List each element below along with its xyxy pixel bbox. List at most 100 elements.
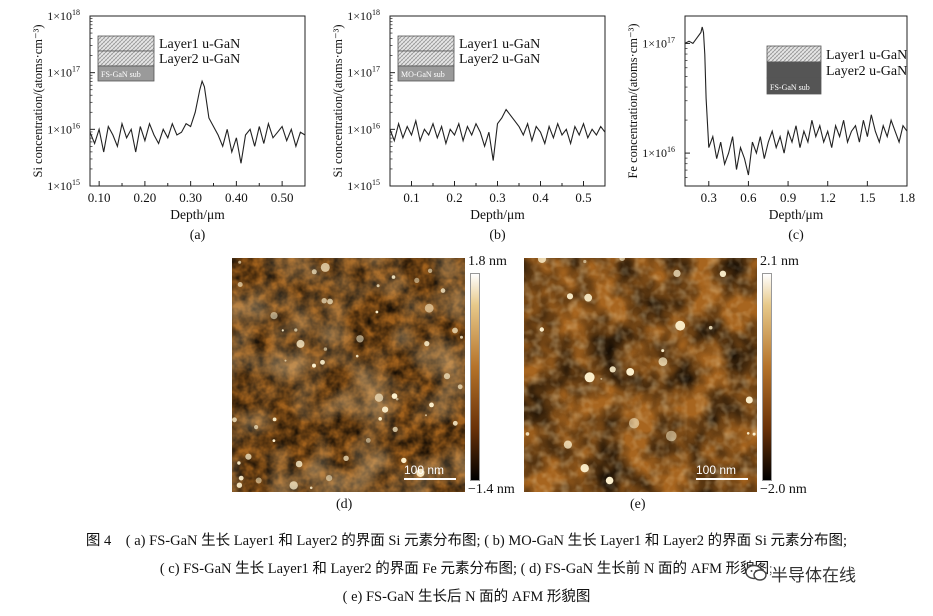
dots-d-spot <box>323 347 328 351</box>
chart-a-legend-swatch-0 <box>97 35 155 52</box>
wechat-icon <box>745 564 767 581</box>
dots-e-spot <box>673 269 681 277</box>
afm-bright-spots-d <box>232 260 463 490</box>
watermark: 半导体在线 <box>745 560 856 586</box>
dots-e-spot <box>609 366 616 373</box>
dots-d-spot <box>416 468 425 477</box>
chart-b-legend-label-0: Layer1 u-GaN <box>459 37 540 52</box>
afm-scalebar-d: 100 nm <box>404 463 456 480</box>
chart-c-xlabel: Depth/μm <box>769 207 824 222</box>
afm-scalebar-line-e <box>696 478 748 480</box>
dots-d-spot <box>232 417 237 423</box>
dots-d-spot <box>414 277 420 283</box>
chart-c-xtick-label-0: 0.3 <box>701 190 717 205</box>
dots-d-spot <box>238 475 244 481</box>
afm-scalebar-label-d: 100 nm <box>404 463 445 477</box>
dots-d-spot <box>237 282 243 287</box>
afm-scalebar-label-e: 100 nm <box>696 463 737 477</box>
chart-a-legend-label-2: FS-GaN sub <box>101 70 141 79</box>
dots-d-spot <box>395 397 399 401</box>
chart-a-xtick-label-2: 0.20 <box>134 190 157 205</box>
dots-d-spot <box>255 477 262 484</box>
chart-b-xtick-label-0: 0.1 <box>403 190 419 205</box>
afm-texture-d <box>232 258 465 492</box>
chart-a-legend-label-1: Layer2 u-GaN <box>159 52 240 67</box>
chart-c-legend-label-1: Layer2 u-GaN <box>826 64 907 79</box>
dots-d-spot <box>391 393 398 399</box>
chart-a-plot-frame <box>89 15 306 187</box>
chart-b-legend-swatch-2 <box>397 65 455 82</box>
dots-e-spot <box>580 464 589 473</box>
dots-e-spot <box>619 258 625 261</box>
caption-line-2: ( c) FS-GaN 生长 Layer1 和 Layer2 的界面 Fe 元素… <box>159 561 774 577</box>
colorbar-max-e: 2.1 nm <box>760 254 799 269</box>
dots-e-spot <box>583 259 587 264</box>
dots-d-spot <box>355 354 359 358</box>
dots-e-spot <box>752 432 756 436</box>
afm-scalebar-line-d <box>404 478 456 480</box>
dots-d-spot <box>296 339 305 348</box>
chart-a-ytick-label-3: 1×1015 <box>47 178 80 193</box>
dots-d-spot <box>312 363 316 368</box>
dots-e-spot <box>566 293 574 300</box>
dots-d-spot <box>378 417 382 421</box>
dots-d-spot <box>457 384 463 390</box>
colorbar-max-d: 1.8 nm <box>468 254 507 269</box>
chart-a-ylabel: Si concentration/(atoms·cm⁻³) <box>31 24 45 177</box>
afm-bright-spots-e <box>525 258 756 485</box>
chart-c-legend-swatch-0 <box>766 45 822 63</box>
chart-b-ytick-label-2: 1×1016 <box>347 121 380 136</box>
dots-e-spot <box>600 377 603 380</box>
dots-d-spot <box>374 393 384 402</box>
dots-d-spot <box>326 475 333 482</box>
chart-a-legend-label-0: Layer1 u-GaN <box>159 37 240 52</box>
chart-b-legend-swatch-1 <box>397 50 455 67</box>
dots-d-spot <box>375 310 379 314</box>
chart-b-xtick-label-6: 0.4 <box>532 190 549 205</box>
dots-d-spot <box>245 453 252 460</box>
dots-d-spot <box>320 262 330 272</box>
dots-d-spot <box>425 414 427 417</box>
dots-d-spot <box>452 420 458 426</box>
dots-d-spot <box>309 486 313 490</box>
panel-label-e: (e) <box>630 497 646 512</box>
dots-d-spot <box>237 461 241 465</box>
chart-a-ytick-label-1: 1×1017 <box>47 65 80 80</box>
dots-d-spot <box>289 481 298 490</box>
chart-b-legend-label-1: Layer2 u-GaN <box>459 52 540 67</box>
dots-d-spot <box>429 402 434 408</box>
dots-e-spot <box>745 396 753 404</box>
dots-e-spot <box>539 327 544 332</box>
chart-c-panel-label: (c) <box>788 228 804 243</box>
chart-c-xtick-label-3: 1.2 <box>820 190 836 205</box>
chart-c-ytick-label-1: 1×1016 <box>642 145 675 160</box>
dots-e-spot <box>584 293 593 302</box>
dots-d-spot <box>272 439 276 442</box>
dots-e-spot <box>708 325 713 330</box>
chart-c-legend-label-0: Layer1 u-GaN <box>826 48 907 63</box>
chart-b-panel-label: (b) <box>489 228 506 243</box>
chart-b-ytick-label-1: 1×1017 <box>347 65 380 80</box>
dots-d-spot <box>281 329 284 332</box>
dots-e-spot <box>719 270 727 277</box>
chart-c-plot-frame <box>684 15 908 187</box>
chart-a-xtick-label-4: 0.30 <box>179 190 202 205</box>
dots-d-spot <box>365 438 371 443</box>
chart-c-xtick-label-2: 0.9 <box>780 190 796 205</box>
chart-c-ylabel: Fe concentration/(atoms·cm⁻³) <box>626 23 640 178</box>
chart-b-legend-label-2: MO-GaN sub <box>401 70 445 79</box>
chart-a-xtick-label-0: 0.10 <box>88 190 111 205</box>
dots-d-spot <box>440 288 446 293</box>
dots-d-spot <box>284 359 287 362</box>
chart-b-series-line-0 <box>389 108 606 161</box>
dots-d-spot <box>327 298 333 305</box>
chart-a-xlabel: Depth/μm <box>170 207 225 222</box>
caption-line-1: 图 4 ( a) FS-GaN 生长 Layer1 和 Layer2 的界面 S… <box>85 533 848 549</box>
afm-texture-e <box>524 258 757 492</box>
chart-a-ytick-label-2: 1×1016 <box>47 121 80 136</box>
chart-a-legend-swatch-1 <box>97 50 155 67</box>
dots-d-spot <box>424 341 430 347</box>
dots-d-spot <box>321 298 327 304</box>
dots-d-spot <box>272 417 277 422</box>
